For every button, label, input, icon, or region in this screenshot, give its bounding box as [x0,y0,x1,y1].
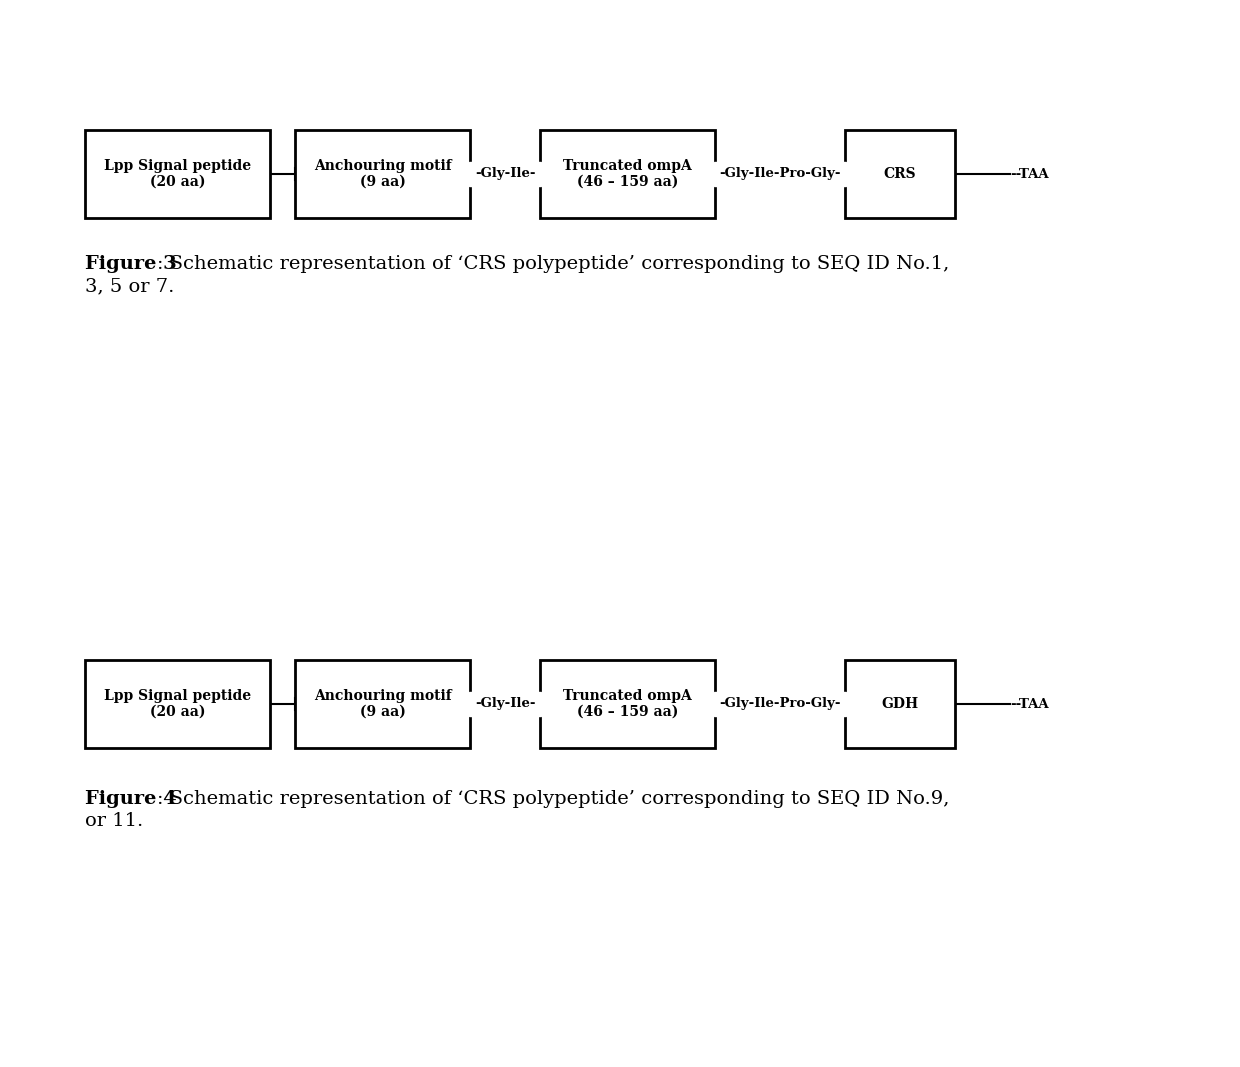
Text: CRS: CRS [884,168,916,181]
Bar [86,660,270,748]
Text: Truncated ompA
(46 – 159 aa): Truncated ompA (46 – 159 aa) [563,689,692,719]
Text: Figure 4: Figure 4 [86,790,176,808]
Text: Lpp Signal peptide
(20 aa): Lpp Signal peptide (20 aa) [104,689,250,719]
Bar [844,130,955,218]
Text: 3, 5 or 7.: 3, 5 or 7. [86,277,175,294]
Text: Anchouring motif
(9 aa): Anchouring motif (9 aa) [314,689,451,719]
Text: --TAA: --TAA [1011,168,1049,180]
Text: Truncated ompA
(46 – 159 aa): Truncated ompA (46 – 159 aa) [563,159,692,189]
Bar [539,660,715,748]
Text: : Schematic representation of ‘CRS polypeptide’ corresponding to SEQ ID No.1,: : Schematic representation of ‘CRS polyp… [157,255,950,273]
Bar [844,660,955,748]
Text: -Gly-Ile-: -Gly-Ile- [475,168,536,180]
Text: : Schematic representation of ‘CRS polypeptide’ corresponding to SEQ ID No.9,: : Schematic representation of ‘CRS polyp… [157,790,950,808]
Text: Anchouring motif
(9 aa): Anchouring motif (9 aa) [314,159,451,189]
Bar [295,660,470,748]
Text: Figure 3: Figure 3 [86,255,177,273]
Text: -Gly-Ile-Pro-Gly-: -Gly-Ile-Pro-Gly- [719,698,841,711]
Text: GDH: GDH [882,697,919,711]
Text: -Gly-Ile-: -Gly-Ile- [475,698,536,711]
Bar [539,130,715,218]
Text: Lpp Signal peptide
(20 aa): Lpp Signal peptide (20 aa) [104,159,250,189]
Bar [295,130,470,218]
Text: --TAA: --TAA [1011,698,1049,711]
Bar [86,130,270,218]
Text: or 11.: or 11. [86,812,144,830]
Text: -Gly-Ile-Pro-Gly-: -Gly-Ile-Pro-Gly- [719,168,841,180]
